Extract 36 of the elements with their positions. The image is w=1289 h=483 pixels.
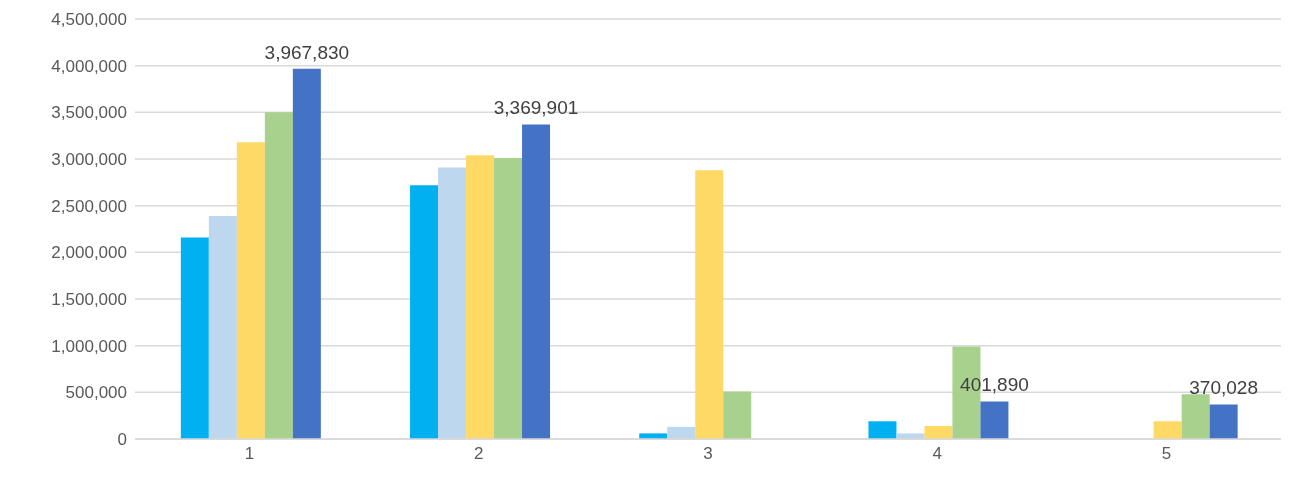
bar [264,112,293,439]
bar [667,426,696,439]
x-tick-label: 3 [703,444,713,464]
bar [180,237,209,439]
bar [410,185,439,439]
y-tick-label: 3,000,000 [51,150,127,170]
x-tick-label: 1 [244,444,255,464]
bar [292,68,321,439]
data-label: 3,369,901 [493,97,579,119]
bar [980,401,1009,439]
y-tick-label: 1,000,000 [51,336,127,356]
y-tick-label: 500,000 [65,383,127,403]
data-label: 3,967,830 [264,41,350,63]
bar [208,215,237,439]
y-tick-label: 2,500,000 [51,196,127,216]
y-tick-label: 1,500,000 [51,290,127,310]
x-tick-label: 5 [1161,444,1172,464]
bar [236,142,265,439]
bar [868,421,897,439]
y-tick-label: 4,500,000 [51,10,127,30]
y-tick-label: 2,000,000 [51,243,127,263]
x-tick-label: 4 [932,444,942,464]
bar [466,155,495,439]
bar [723,391,752,439]
bar [1153,421,1182,439]
y-tick-label: 4,000,000 [51,56,127,76]
bar [1209,404,1238,439]
bar [924,425,953,439]
y-tick-label: 3,500,000 [51,103,127,123]
y-tick-label: 0 [117,430,127,450]
bar [438,167,467,439]
bar [695,170,724,439]
x-tick-label: 2 [474,444,484,464]
bar [522,124,551,439]
bar [494,158,523,439]
data-label: 370,028 [1189,377,1258,399]
